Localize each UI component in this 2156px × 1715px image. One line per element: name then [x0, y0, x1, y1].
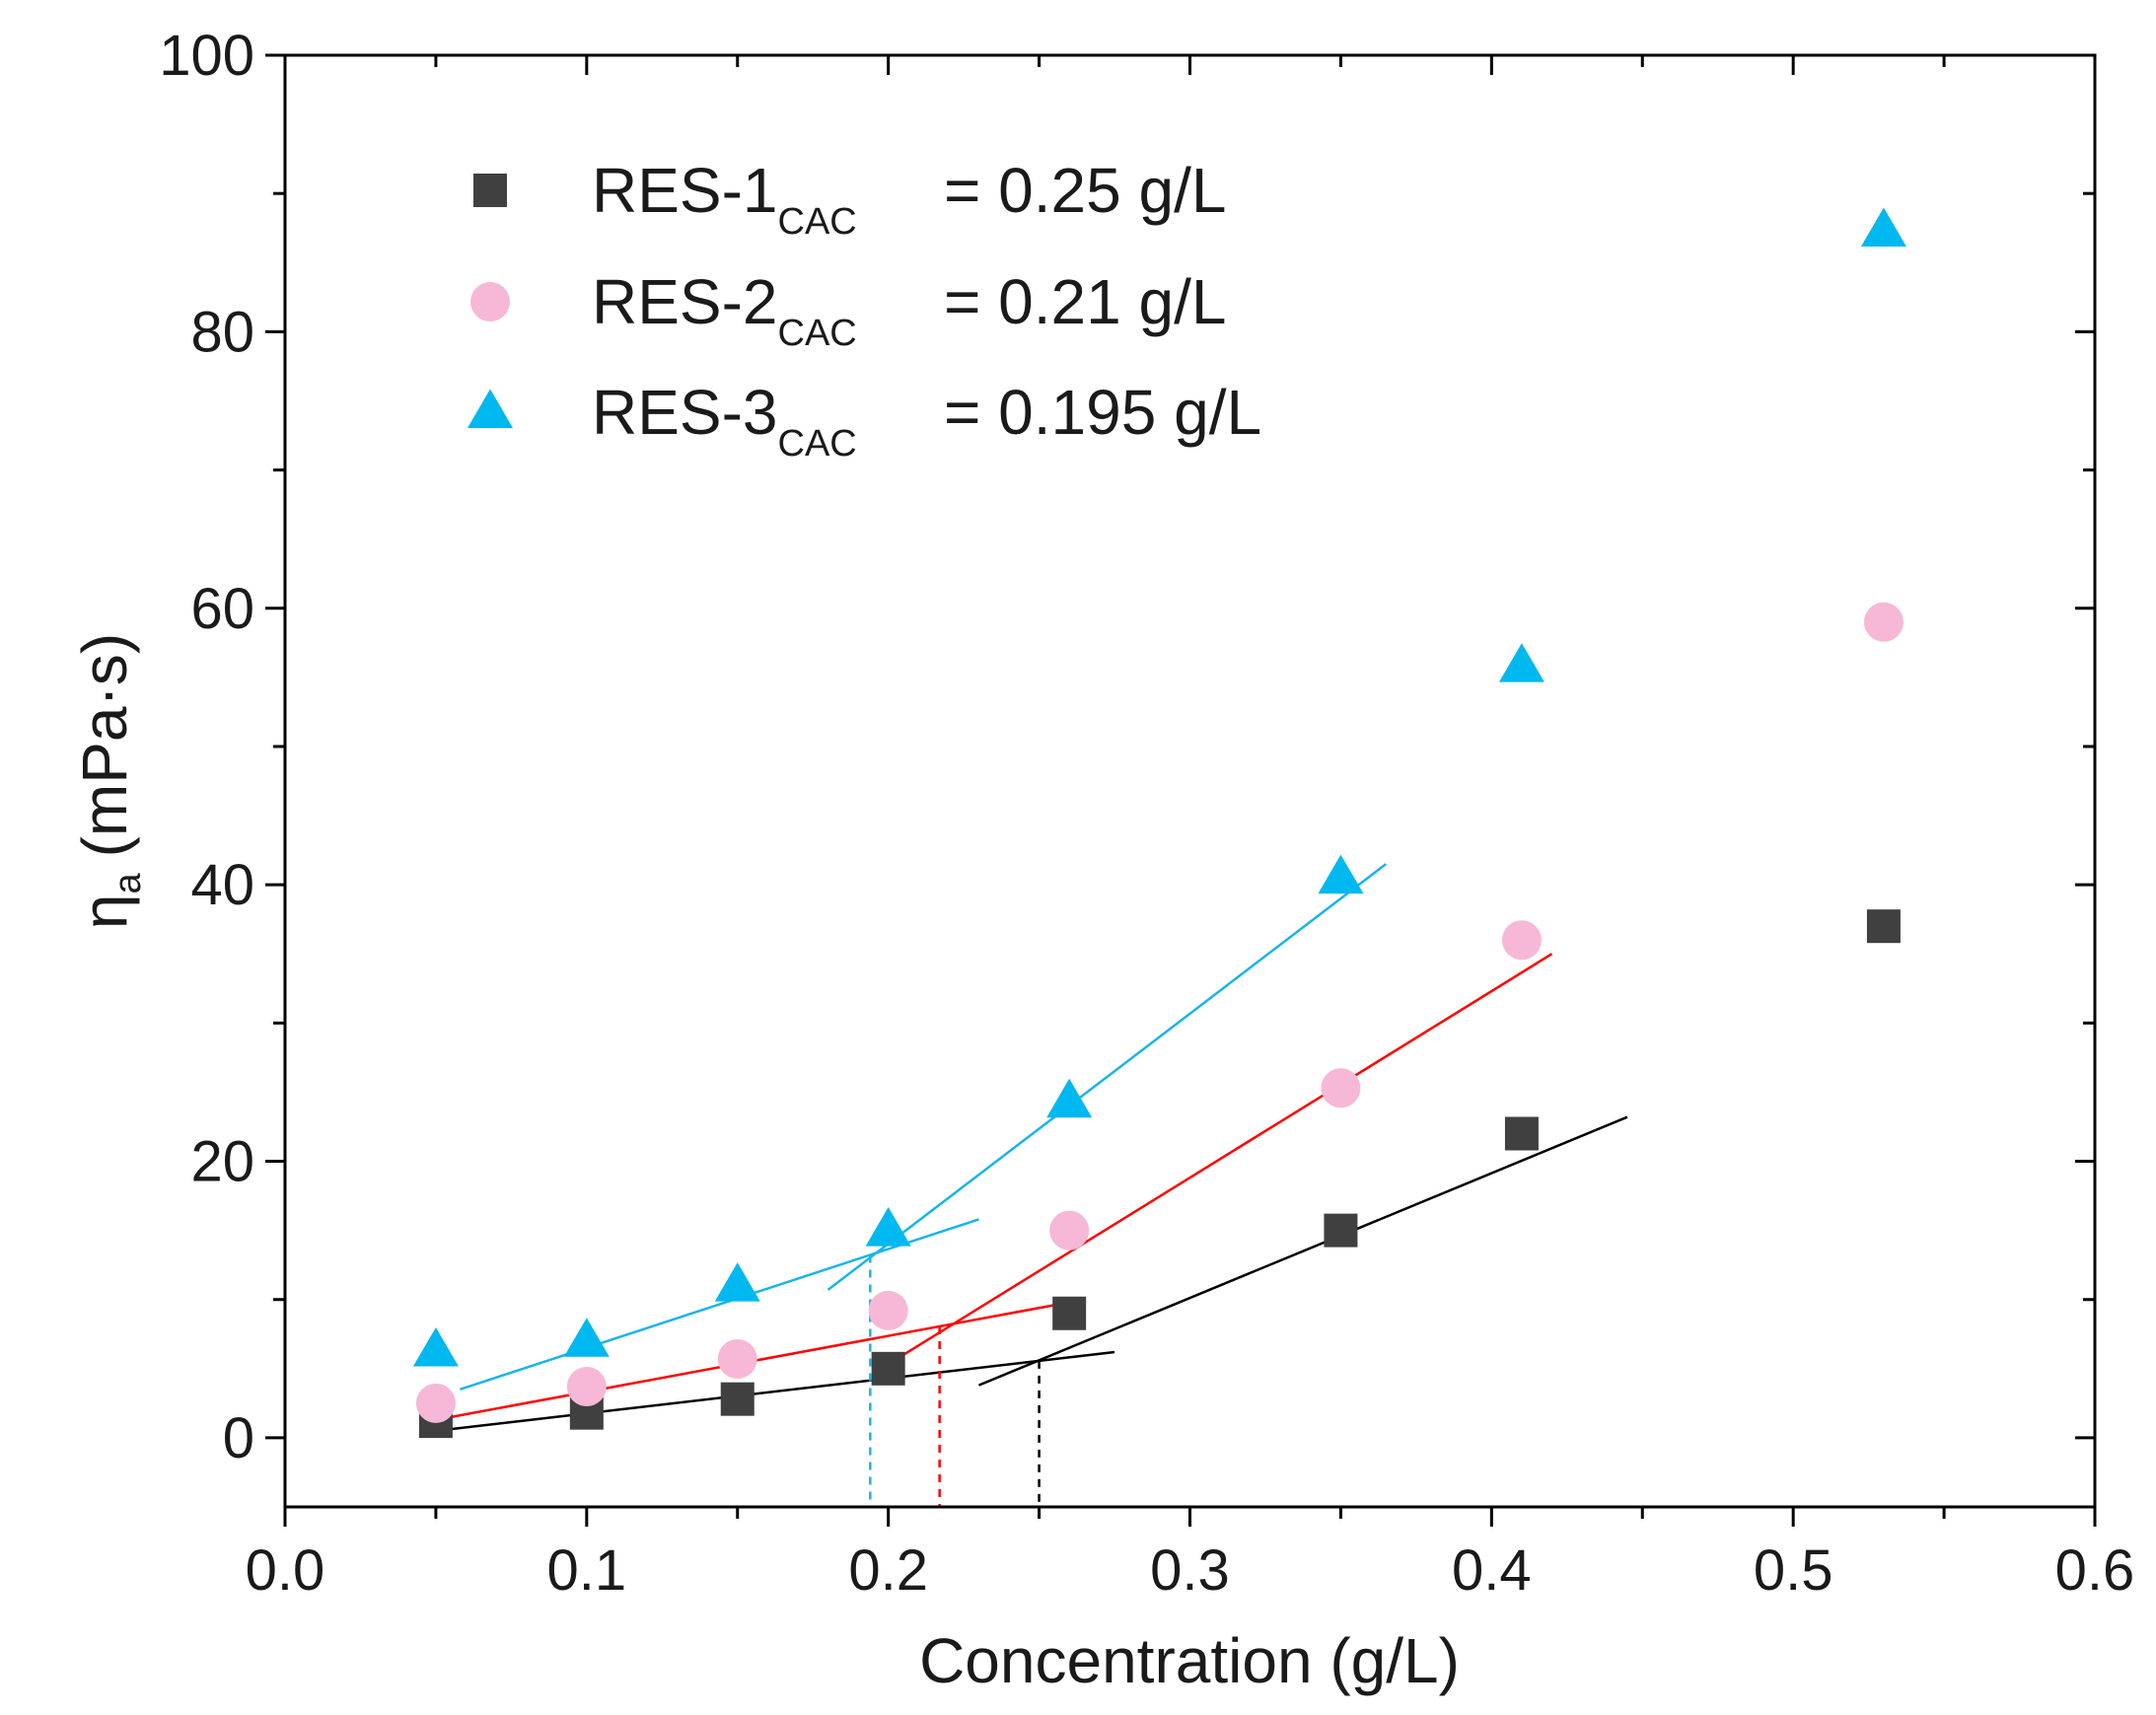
res-3-point — [563, 1318, 610, 1357]
res-3-point — [1498, 643, 1545, 682]
y-tick-labels: 0 20 40 60 80 100 — [159, 24, 254, 1470]
res-2-point — [1501, 920, 1542, 961]
x-tick-label: 0.2 — [848, 1538, 928, 1603]
res-2-point — [566, 1367, 607, 1407]
res-2-fit-line — [450, 1298, 1085, 1419]
res-3-legend-label: RES-3CAC — [592, 377, 857, 464]
res-1-legend-value: = 0.25 g/L — [944, 155, 1226, 226]
res-3-fit-line — [826, 863, 1388, 1291]
res-2-legend-marker — [470, 282, 510, 322]
y-axis-title: ηa(mPa·s) — [69, 633, 149, 929]
y-tick-label: 80 — [190, 300, 254, 364]
res-1-point — [720, 1382, 755, 1416]
fit-lines-layer — [435, 863, 1628, 1433]
res-2-point — [415, 1383, 456, 1423]
res-3-point — [1860, 207, 1906, 248]
res-3-fit-line — [459, 1218, 979, 1392]
res-2-point — [1863, 602, 1904, 642]
y-tick-label: 0 — [223, 1406, 254, 1470]
x-tick-label: 0.5 — [1754, 1538, 1833, 1603]
x-tick-label: 0.4 — [1452, 1538, 1532, 1603]
res-2-legend-label: RES-2CAC — [592, 266, 857, 354]
x-tick-label: 0.0 — [246, 1538, 325, 1603]
res-1-fit-line — [977, 1115, 1628, 1387]
y-tick-label: 60 — [190, 577, 254, 641]
legend: RES-1CAC = 0.25 g/L RES-2CAC = 0.21 g/L RES-… — [467, 155, 1261, 464]
res-1-point — [871, 1351, 905, 1386]
x-tick-label: 0.1 — [547, 1538, 627, 1603]
axis-ticks — [265, 53, 2097, 1527]
data-points-layer — [412, 207, 1906, 1439]
res-3-point — [865, 1207, 911, 1247]
res-1-point — [1866, 909, 1901, 944]
x-tick-labels: 0.0 0.1 0.2 0.3 0.4 0.5 0.6 — [246, 1538, 2135, 1603]
y-tick-label: 100 — [159, 24, 254, 88]
res-2-point — [868, 1290, 908, 1330]
x-tick-label: 0.3 — [1150, 1538, 1230, 1603]
res-1-fit-line — [435, 1350, 1115, 1433]
res-1-point — [1324, 1213, 1358, 1248]
res-3-point — [1046, 1078, 1093, 1118]
res-1-legend-label: RES-1CAC — [592, 155, 857, 243]
res-3-legend-value: = 0.195 g/L — [944, 377, 1261, 448]
res-2-point — [1049, 1210, 1090, 1251]
res-1-legend-marker — [473, 174, 507, 207]
res-3-point — [714, 1262, 760, 1302]
cac-markers-layer — [869, 1254, 1041, 1507]
res-3-legend-marker — [467, 389, 513, 428]
y-tick-label: 40 — [190, 853, 254, 917]
y-tick-label: 20 — [190, 1130, 254, 1194]
res-1-point — [1504, 1116, 1539, 1151]
res-2-point — [1321, 1068, 1361, 1108]
res-1-point — [1052, 1296, 1087, 1330]
x-axis-title: Concentration (g/L) — [919, 1625, 1460, 1696]
res-2-point — [717, 1338, 757, 1379]
res-2-fit-line — [902, 953, 1553, 1356]
res-3-point — [1318, 854, 1364, 894]
res-3-point — [412, 1327, 459, 1367]
res-2-legend-value: = 0.21 g/L — [944, 266, 1226, 337]
x-tick-label: 0.6 — [2055, 1538, 2135, 1603]
